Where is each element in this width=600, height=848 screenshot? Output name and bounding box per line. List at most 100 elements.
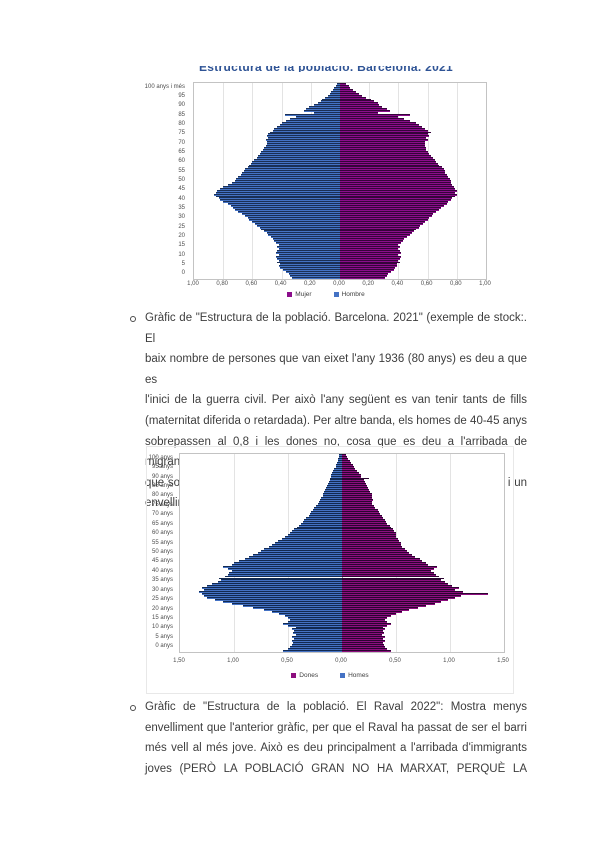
bar-dones-age-64: [342, 524, 390, 527]
bar-hombre-age-58: [249, 164, 340, 167]
bar-mujer-age-33: [340, 213, 434, 215]
bar-dones-age-34: [342, 583, 448, 586]
bar-homes-age-58: [284, 536, 342, 539]
bar-mujer-age-13: [340, 251, 402, 254]
bar-hombre-age-7: [280, 263, 340, 266]
bar-dones-age-8: [342, 634, 382, 637]
bar-dones-age-77: [342, 499, 374, 502]
bar-homes-age-91: [332, 471, 342, 474]
bar-mujer-age-15: [340, 247, 399, 250]
bar-homes-age-10: [294, 630, 342, 633]
bar-homes-age-25: [223, 601, 342, 603]
bar-dones-age-100: [342, 454, 347, 456]
bar-mujer-age-11: [340, 255, 402, 258]
bar-dones-age-28: [342, 595, 461, 598]
bar-hombre-age-72: [268, 137, 340, 140]
bar-dones-age-87: [342, 479, 364, 482]
x-tick-label: 0,40: [391, 281, 404, 287]
bar-homes-age-68: [306, 516, 342, 519]
bar-mujer-age-97: [340, 88, 354, 91]
bar-homes-age-28: [203, 595, 342, 598]
bar-hombre-age-67: [264, 147, 340, 149]
bar-mujer-age-88: [340, 106, 383, 109]
bar-mujer-age-70: [340, 141, 425, 144]
bar-dones-age-51: [342, 550, 407, 552]
bar-hombre-age-35: [234, 209, 340, 212]
x-tick-label: 0,60: [420, 281, 433, 287]
bar-homes-age-70: [309, 512, 342, 515]
bar-homes-age-69: [308, 514, 342, 517]
bar-dones-age-9: [342, 632, 385, 635]
bar-homes-age-100: [338, 454, 342, 456]
bar-mujer-age-27: [340, 224, 421, 227]
bar-mujer-age-62: [340, 156, 434, 159]
bar-homes-age-82: [324, 489, 342, 492]
bar-dones-age-19: [342, 612, 396, 615]
y-tick-label: 10 anys: [151, 624, 173, 631]
bar-homes-age-4: [293, 642, 342, 645]
bar-hombre-age-98: [334, 86, 340, 89]
x-tick-label: 0,60: [245, 281, 258, 287]
bar-mujer-age-24: [340, 230, 415, 233]
bar-mujer-age-65: [340, 150, 428, 153]
y-tick-label: 15 anys: [151, 614, 173, 621]
bar-hombre-age-78: [277, 125, 340, 128]
y-tick-label: 60 anys: [151, 530, 173, 537]
legend-label: Homes: [348, 672, 369, 679]
legend: Dones Homes: [147, 672, 513, 679]
bar-homes-age-94: [335, 465, 342, 468]
bar-hombre-age-100: [337, 83, 340, 85]
x-tick-label: 0,20: [362, 281, 375, 287]
y-tick-label: 90 anys: [151, 473, 173, 480]
bar-mujer-age-90: [340, 102, 378, 105]
bar-mujer-age-50: [340, 180, 451, 182]
bar-dones-age-17: [342, 616, 388, 619]
bar-mujer-age-66: [340, 148, 427, 151]
bar-homes-age-53: [268, 546, 342, 549]
bar-homes-age-67: [304, 518, 342, 521]
y-tick-label: 75: [178, 130, 185, 137]
bar-homes-age-15: [288, 620, 342, 623]
legend-item: Hombre: [333, 291, 365, 298]
bar-hombre-age-74: [268, 133, 340, 136]
bar-dones-age-62: [342, 528, 393, 531]
y-tick-label: 25 anys: [151, 596, 173, 603]
bar-mujer-age-91: [340, 100, 374, 103]
bar-homes-age-89: [331, 475, 342, 478]
bar-hombre-age-59: [250, 162, 340, 165]
bar-homes-age-62: [294, 528, 342, 531]
paragraph-line: Gràfic de "Estructura de la població. El…: [145, 701, 527, 713]
bar-hombre-age-70: [267, 141, 340, 144]
bar-dones-age-54: [342, 544, 402, 547]
bar-mujer-age-93: [340, 96, 367, 99]
bar-homes-age-30: [199, 591, 342, 594]
y-tick-label: 25: [178, 223, 185, 230]
bar-mujer-age-25: [340, 228, 416, 231]
bar-hombre-age-12: [278, 253, 340, 256]
bar-dones-age-79: [342, 495, 373, 498]
bar-dones-age-94: [342, 465, 354, 468]
bar-mujer-age-95: [340, 92, 359, 95]
bar-hombre-age-5: [280, 267, 340, 270]
gridline: [456, 83, 458, 279]
paragraph-line: joves (PERÒ LA POBLACIÓ GRAN NO HA MARXA…: [145, 762, 527, 775]
bar-homes-age-40: [228, 571, 342, 574]
bar-hombre-age-81: [285, 119, 340, 122]
x-tick-label: 0,40: [274, 281, 287, 287]
bar-hombre-age-88: [309, 106, 340, 109]
x-tick-label: 1,00: [443, 658, 455, 664]
bar-homes-age-11: [292, 628, 342, 631]
bar-dones-age-45: [342, 561, 427, 564]
bar-mujer-age-75: [340, 131, 431, 134]
bar-hombre-age-42: [215, 195, 340, 198]
y-tick-label: 20 anys: [151, 605, 173, 612]
bar-dones-age-21: [342, 608, 409, 611]
bar-mujer-age-1: [340, 275, 387, 278]
bar-dones-age-63: [342, 526, 391, 529]
y-tick-label: 60: [178, 158, 185, 165]
bar-hombre-age-28: [255, 222, 340, 225]
bar-mujer-age-73: [340, 135, 430, 138]
bar-dones-age-68: [342, 516, 384, 519]
bar-homes-age-74: [316, 504, 342, 507]
